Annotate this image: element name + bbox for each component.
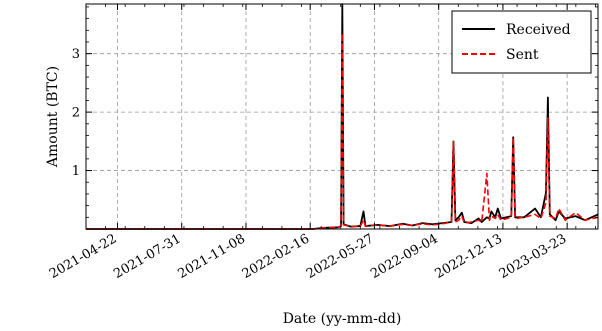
legend-box	[451, 10, 592, 74]
y-tick-label: 1	[72, 164, 80, 179]
x-tick-label: 2021-07-31	[111, 231, 183, 281]
x-tick-label: 2023-03-23	[497, 231, 569, 281]
x-tick-label: 2022-12-13	[433, 231, 505, 281]
y-tick-label: 2	[72, 106, 80, 121]
x-axis-label: Date (yy-mm-dd)	[283, 311, 402, 327]
x-tick-label: 2021-04-22	[47, 231, 119, 281]
x-tick-label: 2021-11-08	[176, 231, 248, 281]
x-tick-label: 2022-05-27	[304, 231, 376, 281]
legend-label-sent: Sent	[506, 47, 539, 63]
plot-frame	[85, 3, 599, 230]
legend: Received Sent	[451, 10, 592, 74]
y-axis-label: Amount (BTC)	[45, 66, 61, 168]
series-line-sent	[86, 32, 599, 230]
x-tick-label: 2022-09-04	[368, 231, 440, 281]
series-layer	[86, 3, 599, 230]
y-tick-label: 3	[72, 47, 80, 62]
legend-label-received: Received	[506, 22, 571, 38]
plot-area-border	[85, 3, 599, 230]
x-tick-label: 2022-02-16	[240, 231, 312, 281]
